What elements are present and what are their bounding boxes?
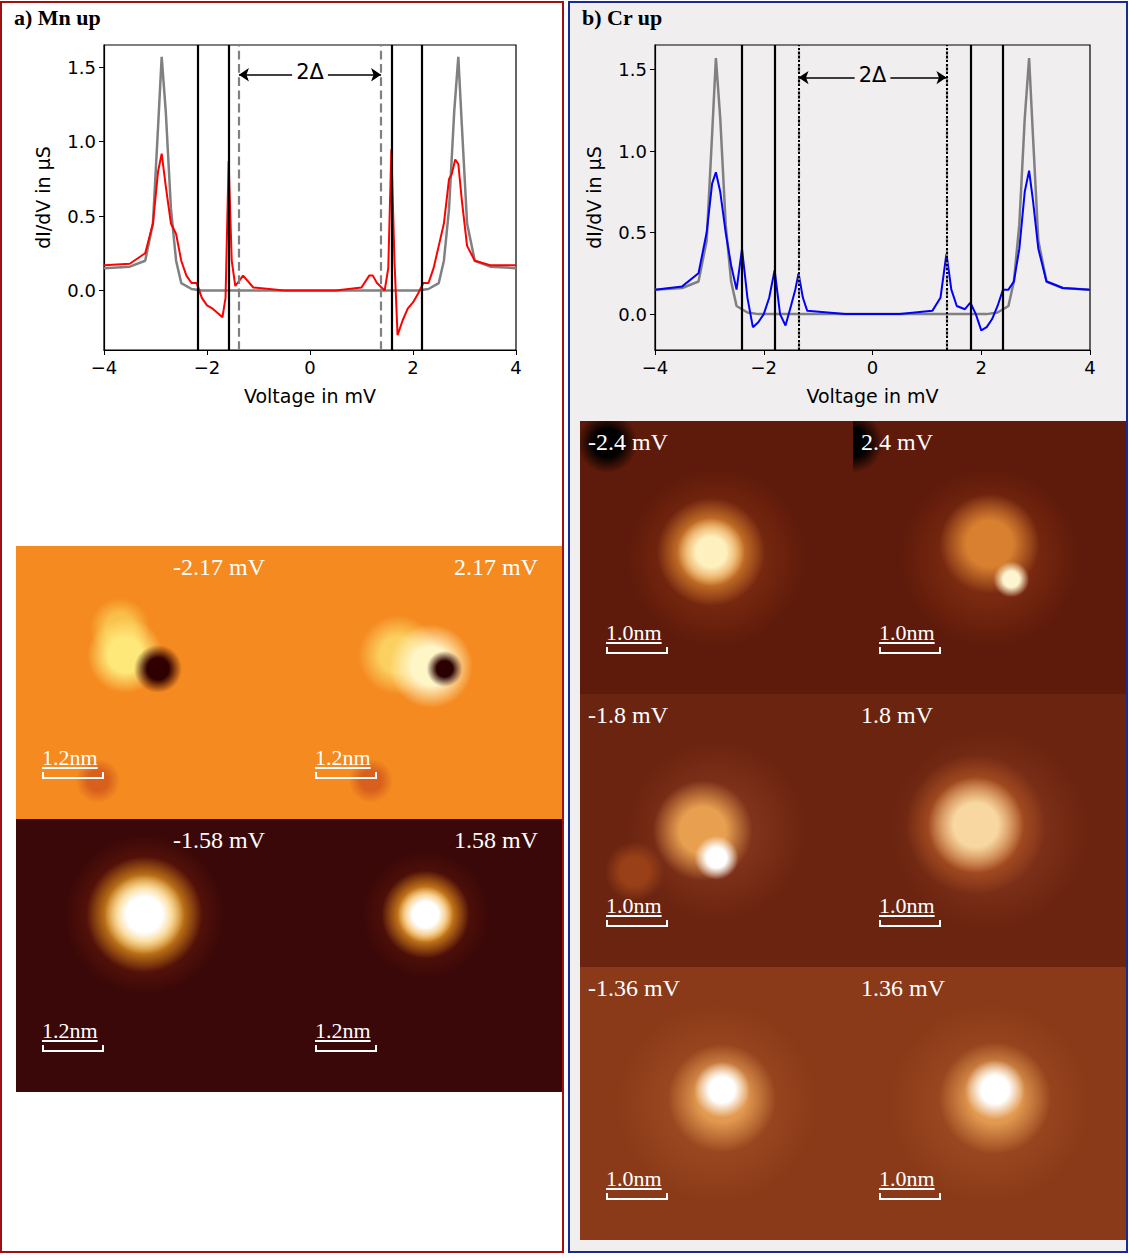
svg-text:1.5: 1.5 (618, 59, 647, 80)
html-text:1.0nm: 1.0nm (879, 620, 935, 645)
html-text:1.2nm: 1.2nm (42, 1018, 98, 1043)
html-text:2.4 mV: 2.4 mV (861, 429, 933, 455)
html-text:-1.36 mV: -1.36 mV (588, 975, 680, 1001)
html-text:b) Cr up: b) Cr up (582, 5, 663, 30)
html-text:1.2nm: 1.2nm (315, 1018, 371, 1043)
svg-text:−4: −4 (91, 357, 118, 378)
svg-text:0.5: 0.5 (67, 206, 96, 227)
svg-text:0.0: 0.0 (67, 280, 96, 301)
html-text:1.2nm: 1.2nm (42, 745, 98, 770)
svg-text:4: 4 (1084, 357, 1095, 378)
svg-text:0.0: 0.0 (618, 304, 647, 325)
html-text:2.17 mV: 2.17 mV (454, 554, 538, 580)
svg-text:0: 0 (867, 357, 878, 378)
svg-text:dI/dV in μS: dI/dV in μS (32, 146, 54, 249)
html-text:-1.8 mV: -1.8 mV (588, 702, 668, 728)
svg-text:dI/dV in μS: dI/dV in μS (583, 146, 605, 249)
html-text:1.58 mV: 1.58 mV (454, 827, 538, 853)
svg-text:1.0: 1.0 (618, 141, 647, 162)
html-text:-2.4 mV: -2.4 mV (588, 429, 668, 455)
html-text:1.8 mV: 1.8 mV (861, 702, 933, 728)
html-text:1.0nm: 1.0nm (879, 893, 935, 918)
svg-text:−4: −4 (642, 357, 669, 378)
html-text:1.2nm: 1.2nm (315, 745, 371, 770)
svg-text:2: 2 (407, 357, 418, 378)
html-text:-1.58 mV: -1.58 mV (173, 827, 265, 853)
svg-text:1.0: 1.0 (67, 131, 96, 152)
html-text:1.0nm: 1.0nm (606, 620, 662, 645)
html-text:1.0nm: 1.0nm (606, 1166, 662, 1191)
svg-text:0.5: 0.5 (618, 222, 647, 243)
svg-text:4: 4 (510, 357, 521, 378)
svg-text:0: 0 (304, 357, 315, 378)
svg-text:−2: −2 (194, 357, 221, 378)
svg-text:−2: −2 (750, 357, 777, 378)
svg-text:2Δ: 2Δ (859, 63, 887, 87)
html-text:a) Mn up: a) Mn up (14, 5, 101, 30)
html-text:1.36 mV: 1.36 mV (861, 975, 945, 1001)
svg-text:Voltage in mV: Voltage in mV (806, 385, 938, 407)
svg-text:2: 2 (976, 357, 987, 378)
html-text:-2.17 mV: -2.17 mV (173, 554, 265, 580)
svg-text:Voltage in mV: Voltage in mV (244, 385, 376, 407)
svg-text:2Δ: 2Δ (296, 60, 324, 84)
svg-text:1.5: 1.5 (67, 57, 96, 78)
html-text:1.0nm: 1.0nm (606, 893, 662, 918)
html-text:1.0nm: 1.0nm (879, 1166, 935, 1191)
